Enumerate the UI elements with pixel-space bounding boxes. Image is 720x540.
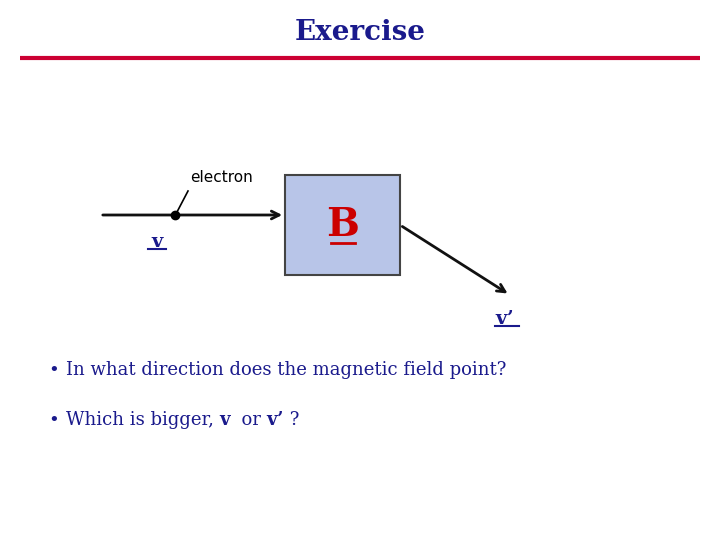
Text: v: v: [220, 411, 230, 429]
Text: Which is bigger,: Which is bigger,: [66, 411, 220, 429]
Text: v: v: [151, 233, 163, 251]
Text: Exercise: Exercise: [294, 18, 426, 45]
Text: B: B: [326, 206, 359, 244]
Text: electron: electron: [190, 170, 253, 185]
Text: ?: ?: [284, 411, 300, 429]
Text: v’: v’: [266, 411, 284, 429]
Text: In what direction does the magnetic field point?: In what direction does the magnetic fiel…: [66, 361, 506, 379]
Bar: [285, 175, 400, 275]
Text: or: or: [230, 411, 266, 429]
Text: v’: v’: [495, 310, 514, 328]
Text: •: •: [48, 361, 59, 379]
Text: •: •: [48, 411, 59, 429]
